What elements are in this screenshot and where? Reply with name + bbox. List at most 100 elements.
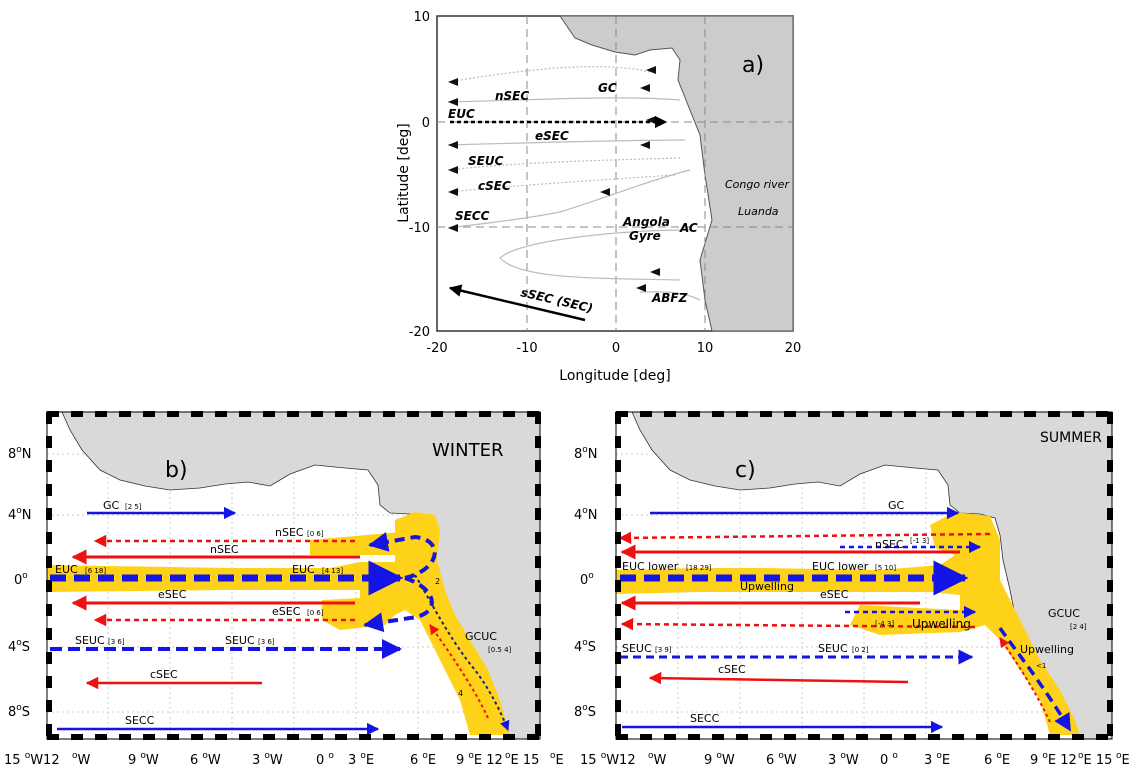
recirc-north-arrow-b: [368, 532, 437, 580]
label-nsec-a: nSEC: [495, 89, 529, 103]
label-seuc-a: SEUC: [468, 154, 504, 168]
panel-c: c) SUMMER GC nSEC [-1 3] EUC lower [18 2…: [615, 411, 1113, 740]
xtick-a: -20: [426, 341, 447, 356]
ytick-a: 0: [422, 116, 430, 131]
label-csec-b: cSEC: [150, 668, 178, 681]
label-secc-c: SECC: [690, 712, 720, 725]
label-esec-a: eSEC: [535, 129, 569, 143]
svg-text:0 o: 0 o: [880, 751, 898, 768]
label-euc-w-b: EUC: [55, 563, 78, 576]
csec-arrow-c: [648, 671, 909, 685]
range-nsec-c: [-1 3]: [910, 537, 929, 545]
ytick-a: 10: [413, 10, 430, 25]
range-seuc-e-c: [0 2]: [852, 646, 869, 654]
svg-text:4oN: 4oN: [574, 506, 598, 523]
panel-b: b) WINTER GC [2 5] nSEC [0 6] nSEC EUC […: [46, 411, 541, 740]
svg-text:9 oE 12: 9 oE 12: [456, 751, 503, 768]
label-abfz-a: ABFZ: [651, 291, 688, 305]
label-2-b: 2: [435, 577, 440, 586]
label-congo-a: Congo river: [725, 178, 790, 191]
lat-tick-b: 4: [8, 508, 16, 523]
label-nsec-b: nSEC: [210, 543, 239, 556]
range-esec-b: [0 6]: [307, 609, 324, 617]
range-euc-w-b: [6 18]: [85, 567, 106, 575]
label-angola-a: Angola: [622, 215, 670, 229]
x-axis-label-a: Longitude [deg]: [559, 368, 670, 384]
label-upwelling-3-c: Upwelling: [1020, 643, 1074, 656]
label-seuc-e-c: SEUC: [818, 642, 848, 655]
label-gc-b: GC: [103, 499, 120, 512]
label-gc-a: GC: [598, 81, 617, 95]
y-axis-label-a: Latitude [deg]: [396, 123, 412, 222]
label-luanda-a: Luanda: [738, 205, 779, 218]
svg-text:0 o: 0 o: [316, 751, 334, 768]
xtick-a: 20: [785, 341, 802, 356]
xtick-a: 10: [697, 341, 714, 356]
svg-text:9 oW: 9 oW: [128, 751, 159, 768]
panel-a: a) GC nSEC EUC eSEC SEUC cSEC SECC Angol…: [396, 10, 801, 384]
season-label-summer: SUMMER: [1040, 430, 1102, 446]
svg-text:oW: oW: [72, 751, 91, 768]
ac-arrow-b: [429, 624, 489, 719]
recirc-south-arrow-b: [363, 576, 434, 633]
range-seuc-w-c: [3 9]: [655, 646, 672, 654]
label-csec-a: cSEC: [478, 179, 511, 193]
nsec-dashed-arrow-c: [618, 531, 991, 545]
lat-tick-b: 8: [8, 447, 16, 462]
range-seuc-e-b: [3 6]: [258, 638, 275, 646]
range-43-c: [-4 3]: [875, 620, 894, 628]
range-gcuc-b: [0.5 4]: [488, 646, 512, 654]
label-csec-c: cSEC: [718, 663, 746, 676]
xtick-a: 0: [612, 341, 620, 356]
svg-text:3 oE: 3 oE: [348, 751, 374, 768]
range-gc-b: [2 5]: [125, 503, 142, 511]
svg-text:6 oE: 6 oE: [984, 751, 1010, 768]
lat-tick-b: 4: [8, 640, 16, 655]
label-gyre-a: Gyre: [629, 229, 661, 243]
svg-text:8oS: 8oS: [574, 703, 596, 720]
svg-text:4oS: 4oS: [574, 638, 596, 655]
lat-ticks-c: 8oN 4oN 0o 4oS 8oS: [574, 445, 598, 720]
label-seuc-w-c: SEUC: [622, 642, 652, 655]
ytick-a: -20: [409, 325, 430, 340]
label-upwelling-2-c: Upwelling: [912, 617, 971, 631]
svg-text:oE: oE: [1116, 751, 1130, 768]
label-nsec-top-b: nSEC: [275, 526, 304, 539]
gcuc-arrow-c: [998, 627, 1072, 732]
svg-text:15 oW12: 15 oW12: [4, 751, 60, 768]
label-esec-c: eSEC: [820, 588, 849, 601]
label-euc-e-c: EUC lower: [812, 560, 869, 573]
panel-c-label: c): [735, 458, 756, 483]
panel-a-land: [559, 15, 794, 332]
svg-text:9 oE 12: 9 oE 12: [1030, 751, 1077, 768]
svg-text:4oN: 4oN: [8, 506, 32, 523]
svg-text:6 oW: 6 oW: [766, 751, 797, 768]
lat-tick-c: 4: [574, 508, 582, 523]
label-secc-a: SECC: [455, 209, 490, 223]
xtick-a: -10: [516, 341, 537, 356]
range-nsec-top-b: [0 6]: [307, 530, 324, 538]
svg-text:0o: 0o: [14, 571, 28, 588]
svg-text:3 oE: 3 oE: [924, 751, 950, 768]
label-euc-a: EUC: [448, 107, 475, 121]
label-gcuc-b: GCUC: [465, 630, 497, 643]
panel-b-label: b): [165, 458, 188, 483]
label-gcuc-c: GCUC: [1048, 607, 1080, 620]
label-gc-c: GC: [888, 499, 905, 512]
range-euc-e-c: [5 10]: [875, 564, 896, 572]
label-esec-b: eSEC: [158, 588, 187, 601]
label-secc-b: SECC: [125, 714, 155, 727]
label-nsec-c: nSEC: [875, 538, 904, 551]
svg-text:3 oW: 3 oW: [828, 751, 859, 768]
label-seuc-w-b: SEUC: [75, 634, 105, 647]
lat-tick-b: 8: [8, 705, 16, 720]
lat-tick-c: 8: [574, 705, 582, 720]
label-lt1-c: <1: [1036, 662, 1046, 670]
svg-text:oW: oW: [648, 751, 667, 768]
label-euc-w-c: EUC lower: [622, 560, 679, 573]
lat-tick-c: 8: [574, 447, 582, 462]
svg-text:0o: 0o: [580, 571, 594, 588]
esec-dashed-arrow-c: [620, 617, 976, 631]
lat-tick-b: 0: [14, 573, 22, 588]
